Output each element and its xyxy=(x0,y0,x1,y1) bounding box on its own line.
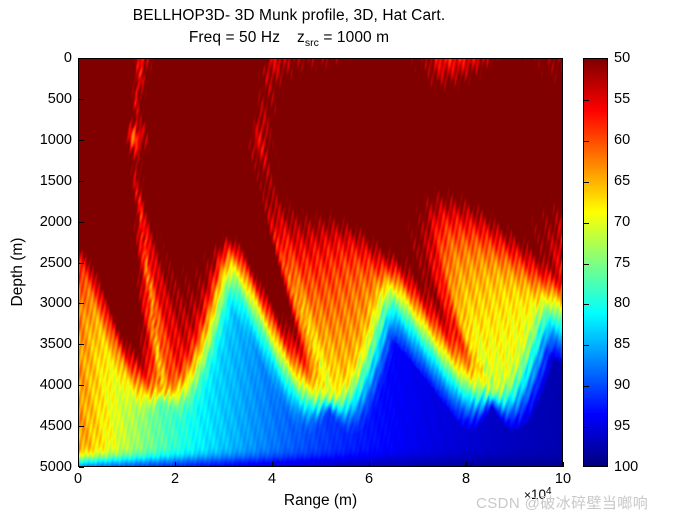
y-tick-mark xyxy=(79,221,84,223)
y-tick-mark xyxy=(79,98,84,100)
colorbar-tick-mark xyxy=(584,222,589,224)
colorbar xyxy=(583,58,608,467)
x-tick-mark xyxy=(175,462,176,467)
x-tick-label: 10 xyxy=(554,471,572,487)
x-tick-mark xyxy=(369,462,370,467)
colorbar-gradient xyxy=(584,59,607,466)
colorbar-tick-mark xyxy=(584,345,589,347)
x-tick-mark xyxy=(272,462,273,467)
x-tick-label: 8 xyxy=(461,471,471,487)
plot-axes xyxy=(78,58,563,467)
x-tick-mark xyxy=(466,462,467,467)
title-line-2: Freq = 50 Hz zsrc = 1000 m xyxy=(0,28,578,51)
colorbar-tick-label: 70 xyxy=(614,213,631,230)
y-tick-mark xyxy=(79,344,84,346)
x-tick-label: 0 xyxy=(73,471,83,487)
colorbar-tick-mark xyxy=(584,427,589,429)
x-tick-label: 2 xyxy=(170,471,180,487)
y-tick-mark xyxy=(79,467,84,468)
plot-title: BELLHOP3D- 3D Munk profile, 3D, Hat Cart… xyxy=(0,6,578,51)
source-depth-subscript: src xyxy=(304,37,319,50)
colorbar-tick-mark xyxy=(584,181,589,183)
y-tick-label: 4000 xyxy=(39,377,72,394)
colorbar-tick-label: 100 xyxy=(614,459,639,475)
y-tick-mark xyxy=(79,262,84,264)
colorbar-tick-label: 50 xyxy=(614,50,631,66)
frequency-label: Freq = 50 Hz xyxy=(188,29,281,47)
exponent-base: 10 xyxy=(531,487,547,502)
y-tick-label: 3000 xyxy=(39,295,72,312)
colorbar-tick-label: 95 xyxy=(614,418,631,435)
y-tick-mark xyxy=(79,426,84,428)
colorbar-group xyxy=(583,58,608,467)
x-tick-label: 4 xyxy=(267,471,277,487)
y-tick-label: 0 xyxy=(63,50,72,66)
colorbar-tick-mark xyxy=(584,263,589,265)
y-tick-mark xyxy=(79,58,84,59)
colorbar-tick-label: 75 xyxy=(614,254,631,271)
colorbar-tick-mark xyxy=(584,304,589,306)
source-depth-value: = 1000 m xyxy=(323,29,390,47)
y-tick-label-group: 0 500 1000 1500 2000 2500 3000 3500 4000 4500 5000 xyxy=(0,0,72,525)
y-tick-label: 1000 xyxy=(39,131,72,148)
y-tick-mark xyxy=(79,139,84,141)
colorbar-tick-label: 85 xyxy=(614,336,631,353)
source-depth-symbol: z xyxy=(297,29,305,47)
y-tick-label: 5000 xyxy=(39,459,72,475)
colorbar-tick-mark xyxy=(584,140,589,142)
x-tick-mark xyxy=(78,462,79,467)
y-tick-mark xyxy=(79,180,84,182)
colorbar-tick-label: 55 xyxy=(614,90,631,107)
y-tick-label: 2000 xyxy=(39,213,72,230)
y-tick-label: 1500 xyxy=(39,172,72,189)
watermark: CSDN @破冰碎壁当啷响 xyxy=(476,495,649,512)
y-tick-mark xyxy=(79,385,84,387)
x-tick-mark xyxy=(563,462,564,467)
y-tick-mark xyxy=(79,303,84,305)
x-axis-title: Range (m) xyxy=(283,492,358,509)
colorbar-tick-mark xyxy=(584,386,589,388)
x-axis-exponent: ×104 xyxy=(524,486,552,502)
colorbar-tick-label: 60 xyxy=(614,131,631,148)
colorbar-tick-label: 65 xyxy=(614,172,631,189)
exponent-power: 4 xyxy=(546,486,552,497)
y-tick-label: 500 xyxy=(47,90,72,107)
colorbar-tick-label: 90 xyxy=(614,377,631,394)
x-tick-label: 6 xyxy=(364,471,374,487)
exponent-multiplier: × xyxy=(524,488,532,502)
y-tick-label: 2500 xyxy=(39,254,72,271)
title-line-1: BELLHOP3D- 3D Munk profile, 3D, Hat Cart… xyxy=(132,7,446,24)
colorbar-tick-label: 80 xyxy=(614,295,631,312)
transmission-loss-field xyxy=(79,59,562,466)
y-tick-label: 4500 xyxy=(39,418,72,435)
y-tick-label: 3500 xyxy=(39,336,72,353)
y-axis-title: Depth (m) xyxy=(9,237,26,307)
colorbar-tick-mark xyxy=(584,99,589,101)
